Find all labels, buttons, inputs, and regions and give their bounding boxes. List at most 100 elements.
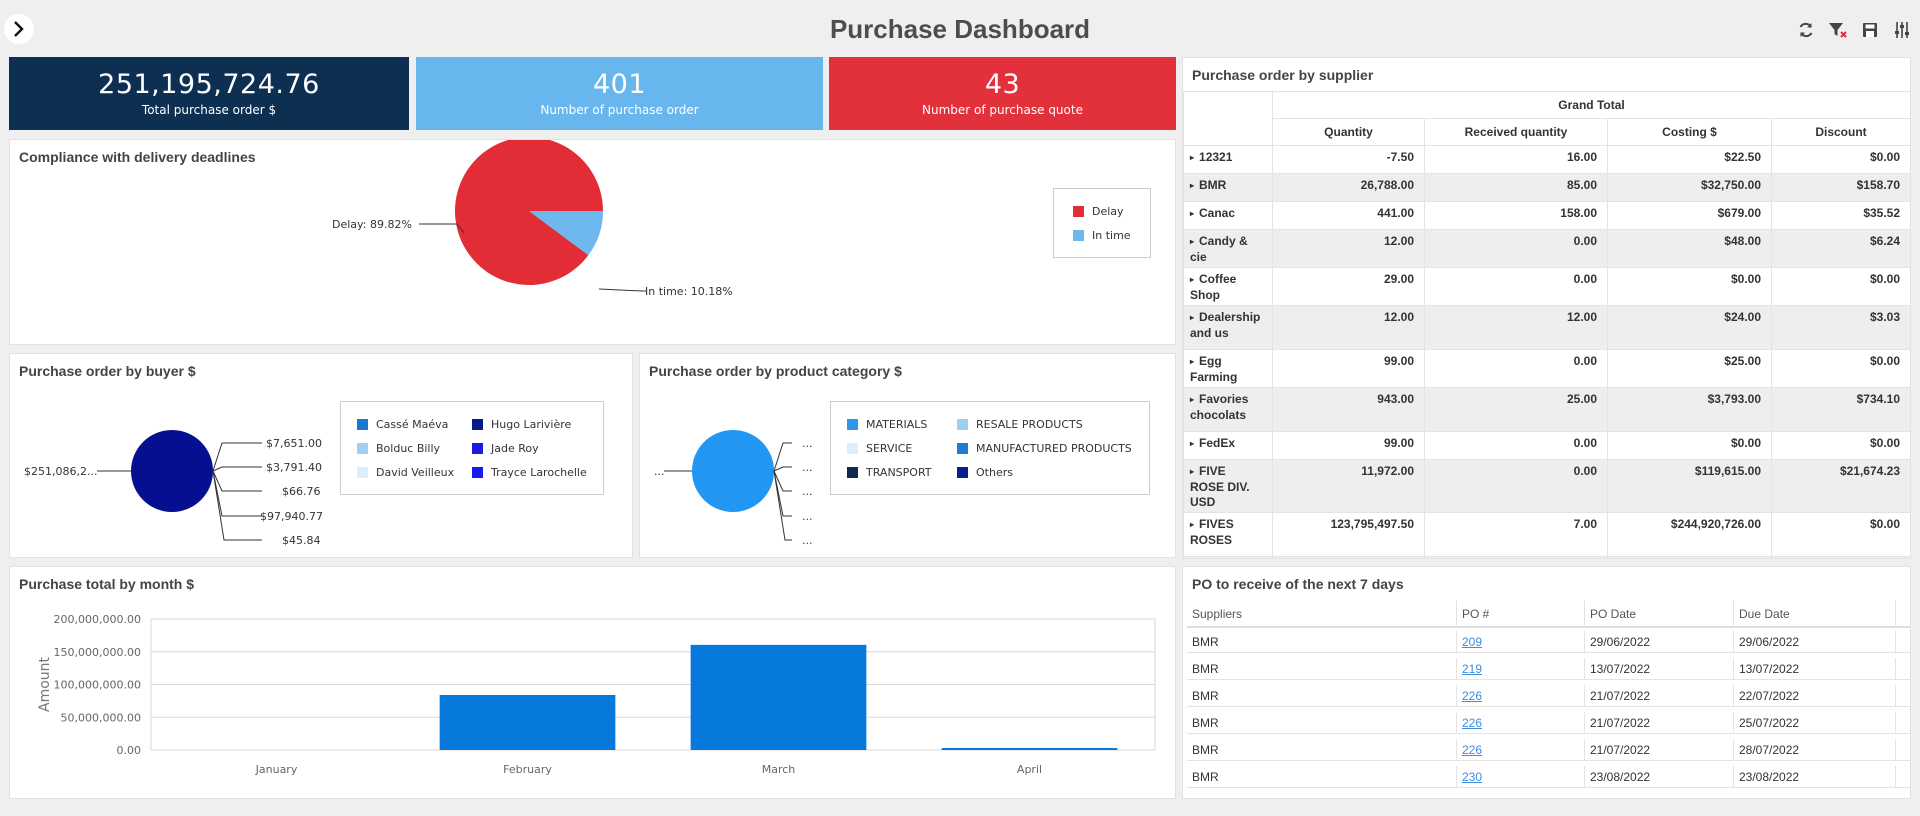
legend-item[interactable]: Hugo Larivière xyxy=(472,418,571,431)
row-label[interactable]: ▸Happy and cie xyxy=(1183,556,1273,558)
table-cell: $0.00 xyxy=(1770,512,1910,557)
bar-february[interactable] xyxy=(439,694,616,750)
bar-april[interactable] xyxy=(941,748,1118,750)
legend-item[interactable]: Cassé Maéva xyxy=(357,418,448,431)
row-label[interactable]: ▸ 12321 xyxy=(1183,145,1273,174)
expand-arrow-icon[interactable]: ▸ xyxy=(1190,209,1195,218)
legend-swatch xyxy=(957,443,968,454)
legend-item[interactable]: MANUFACTURED PRODUCTS xyxy=(957,442,1132,455)
table-row[interactable]: BMR 230 23/08/2022 23/08/2022 xyxy=(1187,766,1910,788)
table-row[interactable]: ▸ Canac 441.00 158.00 $679.00 $35.52 xyxy=(1183,201,1910,230)
column-header[interactable]: Quantity xyxy=(1272,118,1425,146)
legend-item[interactable]: David Veilleux xyxy=(357,466,454,479)
pie-slice-in-time[interactable] xyxy=(529,211,603,256)
expand-arrow-icon[interactable]: ▸ xyxy=(1190,153,1195,162)
po-number-cell: 226 xyxy=(1457,712,1585,733)
buyer-callout-label: $45.84 xyxy=(282,534,321,547)
row-label[interactable]: ▸ Canac xyxy=(1183,201,1273,230)
bar-march[interactable] xyxy=(690,644,867,750)
compliance-pie-chart: Delay: 89.82% In time: 10.18% xyxy=(332,140,733,298)
table-row[interactable]: ▸ 12321 -7.50 16.00 $22.50 $0.00 xyxy=(1183,145,1910,174)
legend-swatch xyxy=(1073,230,1084,241)
column-header[interactable]: Suppliers xyxy=(1187,600,1457,626)
legend-item[interactable]: Trayce Larochelle xyxy=(472,466,587,479)
expand-arrow-icon[interactable]: ▸ xyxy=(1190,237,1195,246)
column-header[interactable]: Due Date xyxy=(1734,600,1896,626)
row-label[interactable]: ▸ Coffee Shop xyxy=(1183,267,1273,306)
buyer-pie-slice[interactable] xyxy=(131,430,213,512)
supplier-name: Coffee Shop xyxy=(1190,272,1237,302)
legend-item[interactable]: SERVICE xyxy=(847,442,912,455)
sidebar-toggle-button[interactable] xyxy=(4,14,34,44)
refresh-button[interactable] xyxy=(1796,20,1816,40)
category-pie-slice[interactable] xyxy=(692,430,774,512)
legend-item-in-time[interactable]: In time xyxy=(1073,229,1131,242)
expand-arrow-icon[interactable]: ▸ xyxy=(1190,467,1195,476)
po-link[interactable]: 230 xyxy=(1462,770,1483,784)
table-row[interactable]: ▸ Dealership and us 12.00 12.00 $24.00 $3.03 xyxy=(1183,305,1910,350)
supplier-cell: BMR xyxy=(1187,739,1457,760)
table-row[interactable]: ▸ FIVES ROSES 123,795,497.50 7.00 $244,920,7… xyxy=(1183,512,1910,557)
expand-arrow-icon[interactable]: ▸ xyxy=(1190,275,1195,284)
table-row[interactable]: BMR 209 29/06/2022 29/06/2022 xyxy=(1187,631,1910,653)
po-link[interactable]: 226 xyxy=(1462,689,1483,703)
settings-button[interactable] xyxy=(1892,20,1912,40)
legend-label: David Veilleux xyxy=(376,466,455,479)
legend-item[interactable]: RESALE PRODUCTS xyxy=(957,418,1083,431)
due-date-cell: 25/07/2022 xyxy=(1734,712,1896,733)
table-row[interactable]: BMR 226 21/07/2022 28/07/2022 xyxy=(1187,739,1910,761)
table-row[interactable]: ▸ BMR 26,788.00 85.00 $32,750.00 $158.70 xyxy=(1183,173,1910,202)
expand-arrow-icon[interactable]: ▸ xyxy=(1190,520,1195,529)
row-label[interactable]: ▸ FIVE ROSE DIV. USD xyxy=(1183,459,1273,513)
row-label[interactable]: ▸ BMR xyxy=(1183,173,1273,202)
due-date-cell: 23/08/2022 xyxy=(1734,766,1896,787)
po-link[interactable]: 209 xyxy=(1462,635,1483,649)
expand-arrow-icon[interactable]: ▸ xyxy=(1190,395,1195,404)
row-label[interactable]: ▸ Favories chocolats xyxy=(1183,387,1273,432)
legend-label: TRANSPORT xyxy=(866,466,932,479)
table-row[interactable]: ▸ Coffee Shop 29.00 0.00 $0.00 $0.00 xyxy=(1183,267,1910,306)
table-row[interactable]: ▸ FIVE ROSE DIV. USD 11,972.00 0.00 $119,615… xyxy=(1183,459,1910,513)
po-link[interactable]: 226 xyxy=(1462,716,1483,730)
legend-item-delay[interactable]: Delay xyxy=(1073,205,1124,218)
table-row[interactable]: ▸ Candy & cie 12.00 0.00 $48.00 $6.24 xyxy=(1183,229,1910,268)
column-header[interactable]: PO # xyxy=(1457,600,1585,626)
legend-item[interactable]: Others xyxy=(957,466,1013,479)
legend-item[interactable]: Bolduc Billy xyxy=(357,442,440,455)
po-date-cell: 23/08/2022 xyxy=(1585,766,1734,787)
legend-item[interactable]: MATERIALS xyxy=(847,418,927,431)
row-label[interactable]: ▸ FIVES ROSES xyxy=(1183,512,1273,557)
row-label[interactable]: ▸ FedEx xyxy=(1183,431,1273,460)
po-link[interactable]: 219 xyxy=(1462,662,1483,676)
row-label[interactable]: ▸ Egg Farming xyxy=(1183,349,1273,388)
expand-arrow-icon[interactable]: ▸ xyxy=(1190,439,1195,448)
expand-arrow-icon[interactable]: ▸ xyxy=(1190,313,1195,322)
legend-swatch xyxy=(357,419,368,430)
table-cell: 11,972.00 xyxy=(1272,459,1425,513)
y-tick-label: 200,000,000.00 xyxy=(54,613,141,626)
table-row[interactable]: ▸ Favories chocolats 943.00 25.00 $3,793.00 $… xyxy=(1183,387,1910,432)
supplier-pivot-table: Grand Total Quantity Received quantity C… xyxy=(1183,91,1910,558)
column-header[interactable]: Costing $ xyxy=(1607,118,1772,146)
expand-arrow-icon[interactable]: ▸ xyxy=(1190,181,1195,190)
category-legend: MATERIALS RESALE PRODUCTS SERVICE MANUFA… xyxy=(830,401,1150,495)
pie-slice-delay[interactable] xyxy=(455,140,603,285)
save-button[interactable] xyxy=(1860,20,1880,40)
column-header[interactable]: PO Date xyxy=(1585,600,1734,626)
table-cell: 25.00 xyxy=(1424,387,1608,432)
table-row[interactable]: ▸Happy and cie-59.001.00$0.00$0.00 xyxy=(1183,556,1910,558)
expand-arrow-icon[interactable]: ▸ xyxy=(1190,357,1195,366)
table-row[interactable]: ▸ Egg Farming 99.00 0.00 $25.00 $0.00 xyxy=(1183,349,1910,388)
clear-filter-button[interactable] xyxy=(1828,20,1848,40)
legend-item[interactable]: Jade Roy xyxy=(472,442,539,455)
legend-item[interactable]: TRANSPORT xyxy=(847,466,932,479)
po-link[interactable]: 226 xyxy=(1462,743,1483,757)
table-row[interactable]: BMR 226 21/07/2022 22/07/2022 xyxy=(1187,685,1910,707)
row-label[interactable]: ▸ Candy & cie xyxy=(1183,229,1273,268)
column-header[interactable]: Discount xyxy=(1770,118,1910,146)
table-row[interactable]: BMR 226 21/07/2022 25/07/2022 xyxy=(1187,712,1910,734)
table-row[interactable]: BMR 219 13/07/2022 13/07/2022 xyxy=(1187,658,1910,680)
table-row[interactable]: ▸ FedEx 99.00 0.00 $0.00 $0.00 xyxy=(1183,431,1910,460)
column-header[interactable]: Received quantity xyxy=(1424,118,1608,146)
row-label[interactable]: ▸ Dealership and us xyxy=(1183,305,1273,350)
